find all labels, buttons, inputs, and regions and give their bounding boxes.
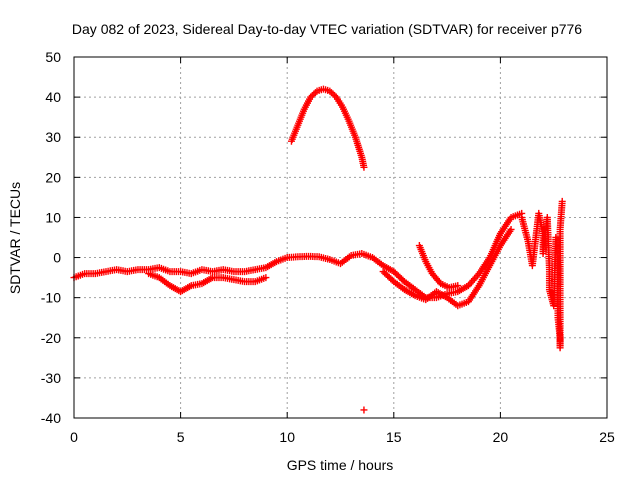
x-tick-label: 5 bbox=[177, 429, 185, 445]
y-tick-label: -10 bbox=[41, 290, 61, 306]
y-tick-label: 0 bbox=[53, 250, 61, 266]
data-point-outlier bbox=[360, 406, 368, 414]
y-tick-label: 20 bbox=[45, 169, 61, 185]
plot-frame bbox=[73, 56, 608, 419]
grid-layer bbox=[74, 57, 607, 418]
y-tick-label: -40 bbox=[41, 410, 61, 426]
y-tick-label: 10 bbox=[45, 209, 61, 225]
data-point-late-scatter bbox=[558, 197, 566, 205]
data-point-arc bbox=[331, 92, 339, 100]
y-tick-labels: 50 40 30 20 10 0 -10 -20 -30 -40 bbox=[41, 49, 61, 426]
x-tick-label: 20 bbox=[493, 429, 509, 445]
x-axis-label: GPS time / hours bbox=[287, 457, 394, 473]
data-point-arc bbox=[311, 89, 319, 97]
y-tick-label: -30 bbox=[41, 370, 61, 386]
x-tick-label: 10 bbox=[279, 429, 295, 445]
data-point-arc bbox=[360, 163, 368, 171]
data-point-lower-track bbox=[262, 274, 270, 282]
data-point-late-rising bbox=[454, 282, 462, 290]
chart-title: Day 082 of 2023, Sidereal Day-to-day VTE… bbox=[72, 21, 582, 37]
x-tick-label: 25 bbox=[599, 429, 615, 445]
y-tick-label: 30 bbox=[45, 129, 61, 145]
x-tick-label: 15 bbox=[386, 429, 402, 445]
y-tick-label: 40 bbox=[45, 89, 61, 105]
x-tick-labels: 0 5 10 15 20 25 bbox=[70, 429, 615, 445]
y-tick-label: 50 bbox=[45, 49, 61, 65]
x-tick-label: 0 bbox=[70, 429, 78, 445]
y-tick-label: -20 bbox=[41, 330, 61, 346]
y-axis-label: SDTVAR / TECUs bbox=[7, 182, 23, 294]
data-point-lower-track bbox=[507, 225, 515, 233]
data-points bbox=[70, 85, 566, 414]
